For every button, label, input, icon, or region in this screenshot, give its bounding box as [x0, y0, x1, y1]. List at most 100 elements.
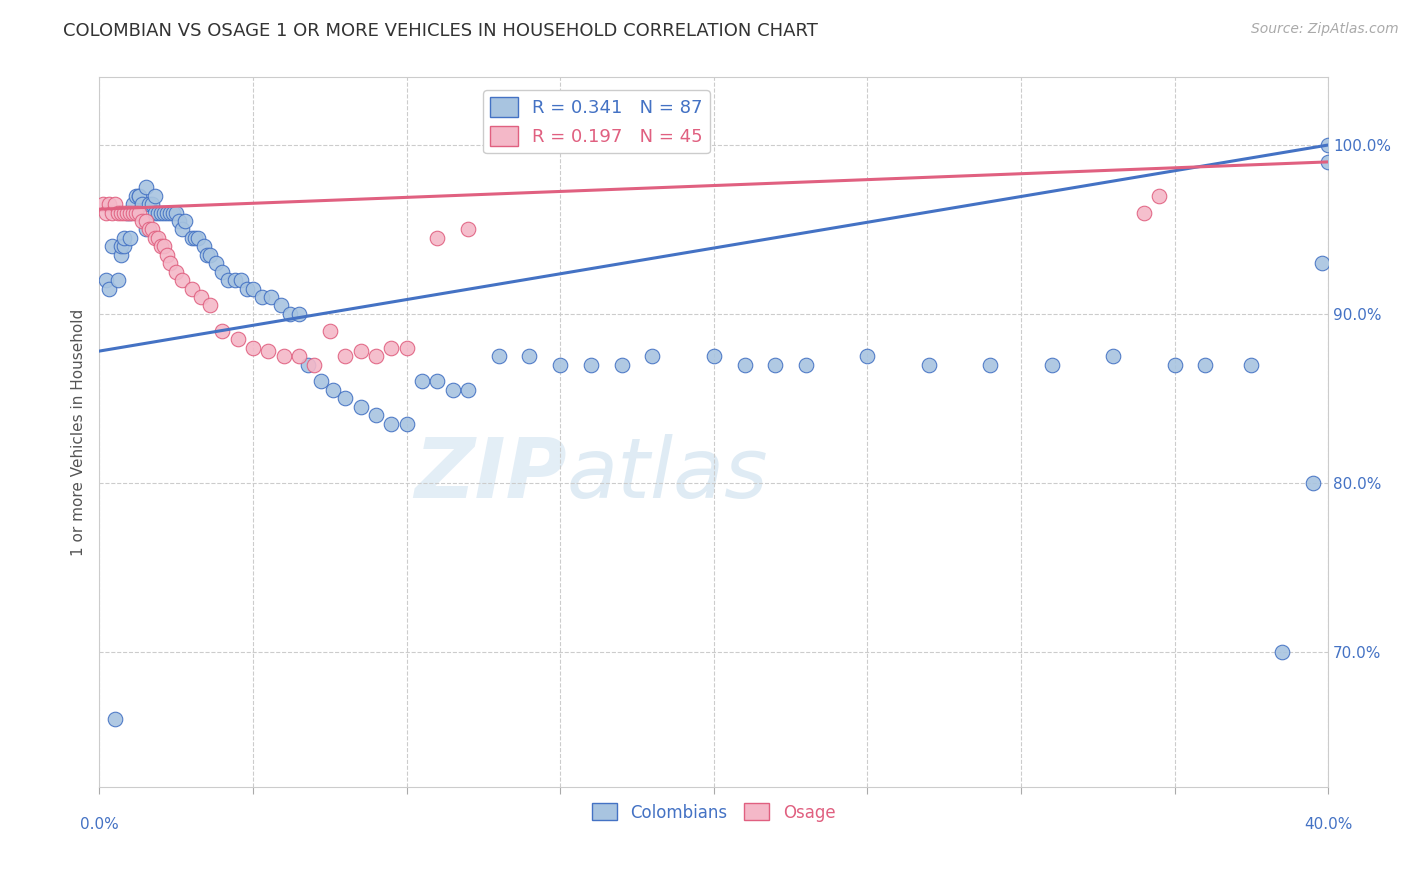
Point: [270, 298, 292, 312]
Point: [156, 205, 179, 219]
Point: [380, 417, 402, 431]
Point: [110, 248, 132, 262]
Point: [380, 341, 402, 355]
Point: [169, 214, 191, 228]
Point: [579, 358, 602, 372]
Point: [143, 205, 166, 219]
Point: [426, 231, 449, 245]
Point: [183, 231, 205, 245]
Point: [349, 344, 371, 359]
Point: [131, 197, 153, 211]
Point: [153, 205, 176, 219]
Point: [134, 214, 156, 228]
Point: [273, 349, 295, 363]
Point: [190, 290, 212, 304]
Point: [104, 712, 127, 726]
Point: [128, 205, 150, 219]
Point: [187, 231, 209, 245]
Point: [457, 383, 479, 397]
Point: [252, 290, 274, 304]
Point: [1310, 256, 1333, 270]
Point: [1302, 475, 1324, 490]
Point: [229, 273, 252, 287]
Point: [122, 205, 145, 219]
Text: ZIP: ZIP: [413, 434, 567, 516]
Point: [138, 197, 160, 211]
Point: [211, 324, 233, 338]
Point: [979, 358, 1001, 372]
Point: [193, 239, 215, 253]
Point: [519, 349, 541, 363]
Point: [125, 205, 148, 219]
Point: [309, 375, 332, 389]
Point: [260, 290, 283, 304]
Point: [1271, 645, 1294, 659]
Point: [349, 400, 371, 414]
Point: [335, 392, 357, 406]
Point: [395, 417, 418, 431]
Point: [149, 239, 172, 253]
Point: [1317, 154, 1340, 169]
Point: [149, 205, 172, 219]
Point: [162, 205, 184, 219]
Point: [128, 188, 150, 202]
Point: [159, 205, 181, 219]
Point: [94, 273, 117, 287]
Point: [159, 256, 181, 270]
Point: [278, 307, 301, 321]
Point: [304, 358, 326, 372]
Point: [180, 231, 202, 245]
Point: [120, 231, 142, 245]
Point: [146, 205, 169, 219]
Point: [100, 205, 122, 219]
Point: [217, 273, 239, 287]
Point: [112, 231, 135, 245]
Point: [257, 344, 280, 359]
Point: [242, 282, 264, 296]
Point: [172, 222, 194, 236]
Point: [112, 205, 135, 219]
Point: [288, 349, 311, 363]
Point: [104, 197, 127, 211]
Point: [112, 239, 135, 253]
Point: [1240, 358, 1263, 372]
Point: [236, 282, 259, 296]
Text: atlas: atlas: [567, 434, 768, 516]
Point: [411, 375, 433, 389]
Point: [134, 180, 156, 194]
Point: [107, 273, 129, 287]
Point: [91, 197, 114, 211]
Point: [153, 239, 176, 253]
Point: [1194, 358, 1216, 372]
Point: [165, 265, 187, 279]
Point: [856, 349, 879, 363]
Point: [1317, 138, 1340, 153]
Y-axis label: 1 or more Vehicles in Household: 1 or more Vehicles in Household: [72, 309, 86, 556]
Point: [763, 358, 786, 372]
Point: [1102, 349, 1125, 363]
Point: [128, 188, 150, 202]
Point: [364, 349, 387, 363]
Point: [195, 248, 218, 262]
Point: [198, 248, 221, 262]
Point: [115, 205, 138, 219]
Point: [174, 214, 197, 228]
Point: [138, 222, 160, 236]
Point: [180, 282, 202, 296]
Point: [297, 358, 319, 372]
Point: [918, 358, 941, 372]
Point: [641, 349, 664, 363]
Point: [94, 205, 117, 219]
Point: [134, 222, 156, 236]
Point: [224, 273, 246, 287]
Point: [107, 205, 129, 219]
Point: [457, 222, 479, 236]
Point: [226, 332, 249, 346]
Point: [1133, 205, 1156, 219]
Legend: Colombians, Osage: Colombians, Osage: [585, 797, 842, 828]
Point: [1163, 358, 1185, 372]
Point: [156, 248, 179, 262]
Point: [288, 307, 311, 321]
Point: [319, 324, 342, 338]
Point: [120, 205, 142, 219]
